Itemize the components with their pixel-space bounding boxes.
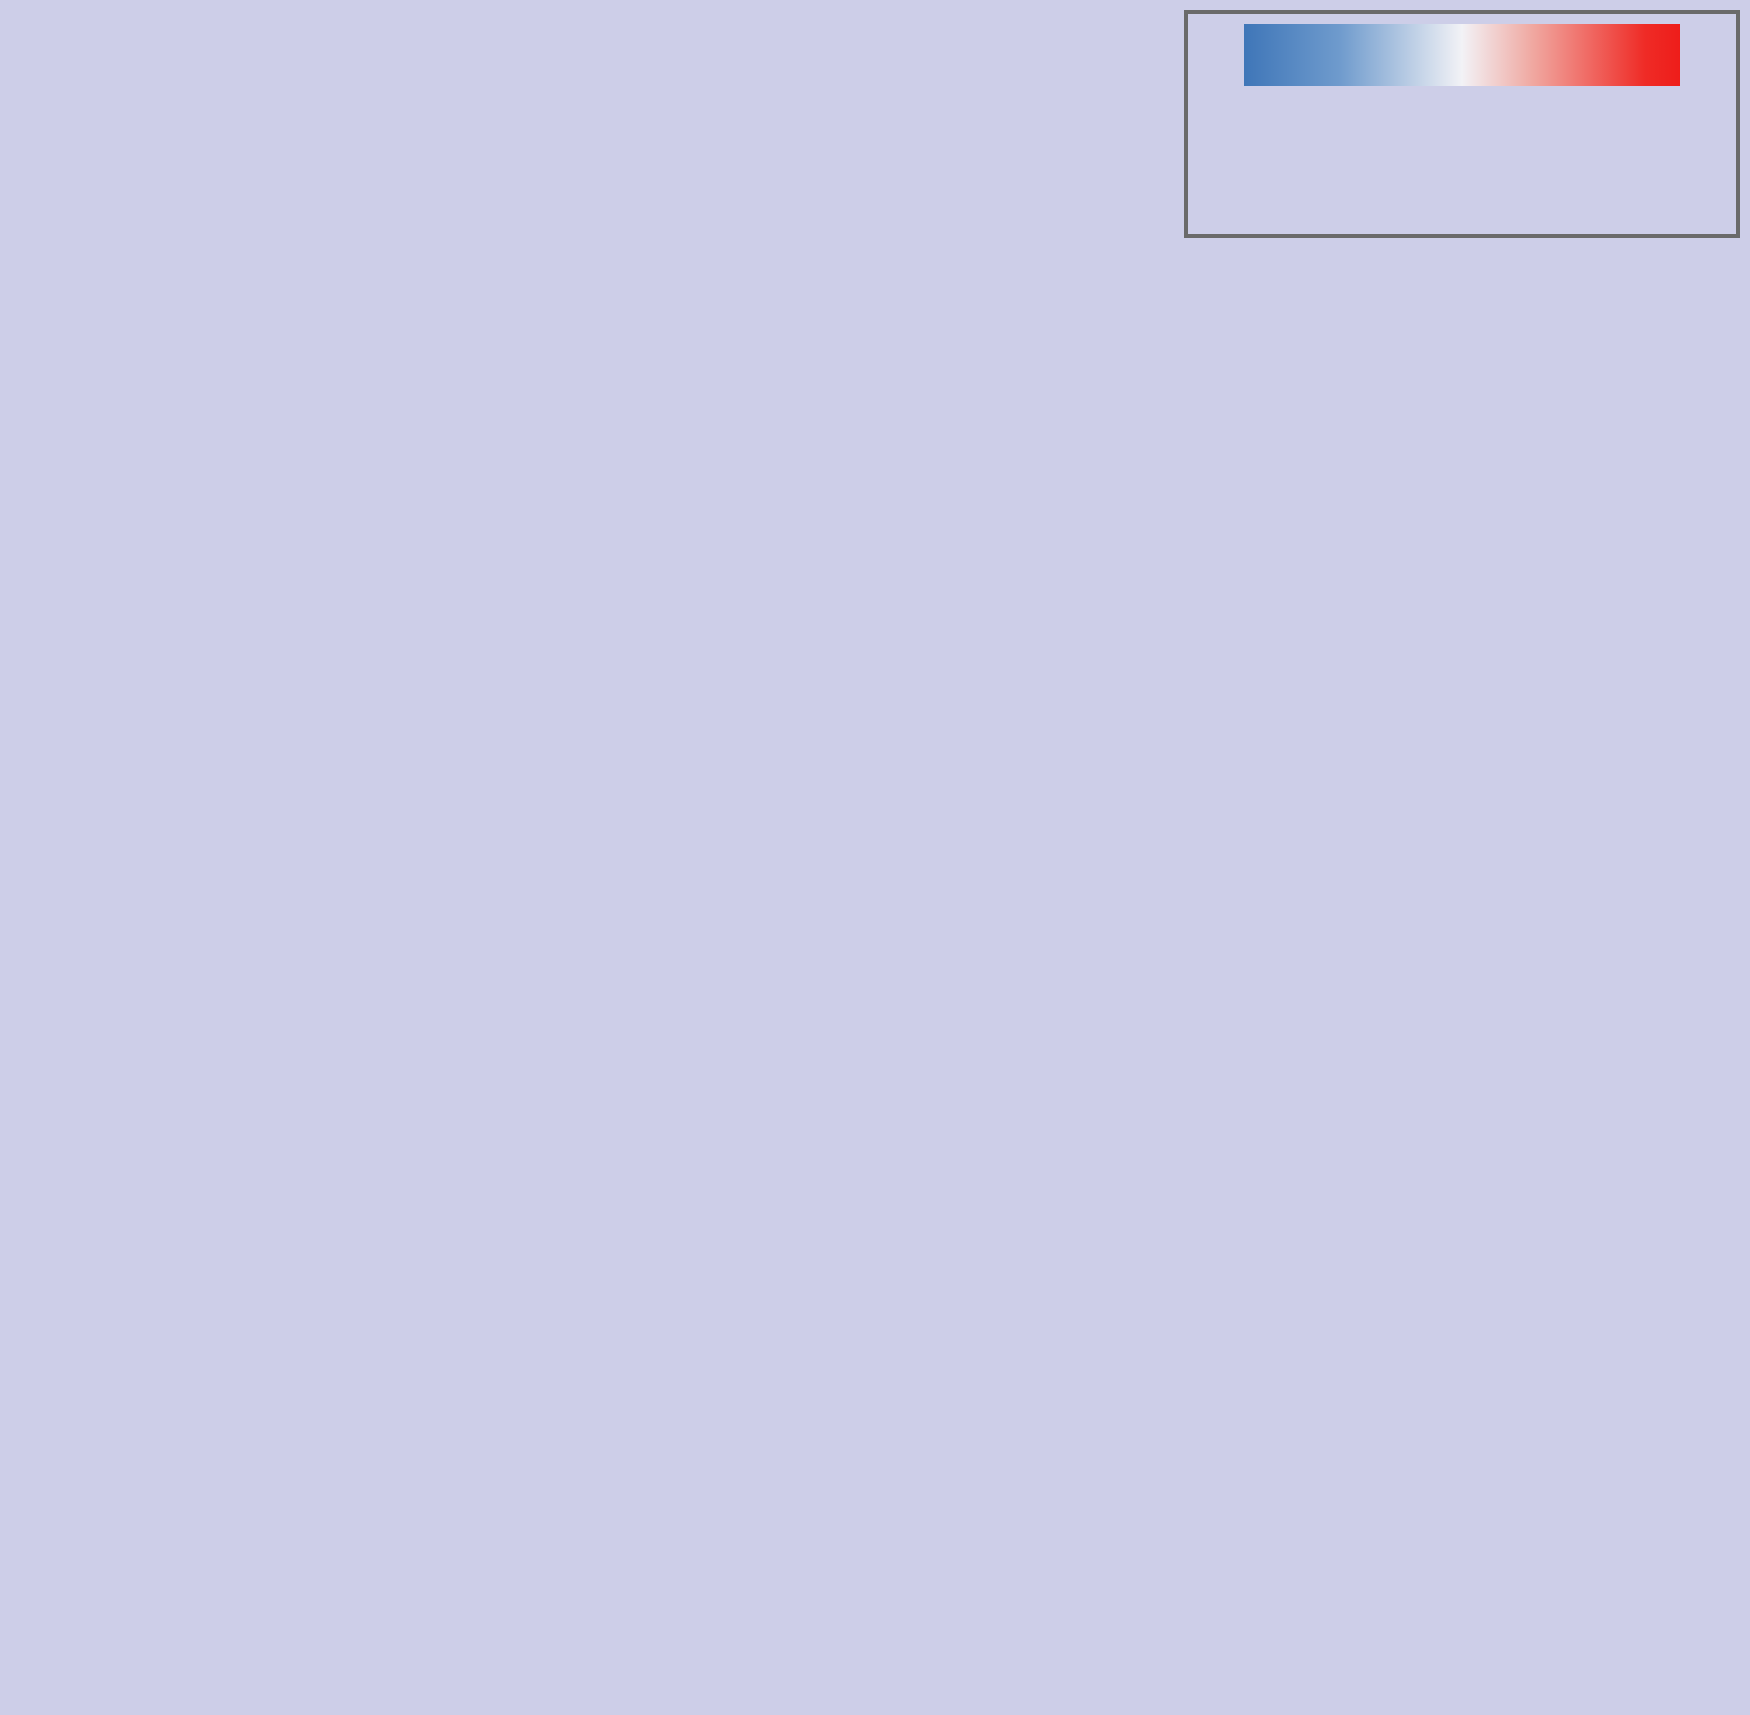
legend-colorbar — [1244, 24, 1680, 86]
legend-panel — [1184, 10, 1740, 238]
